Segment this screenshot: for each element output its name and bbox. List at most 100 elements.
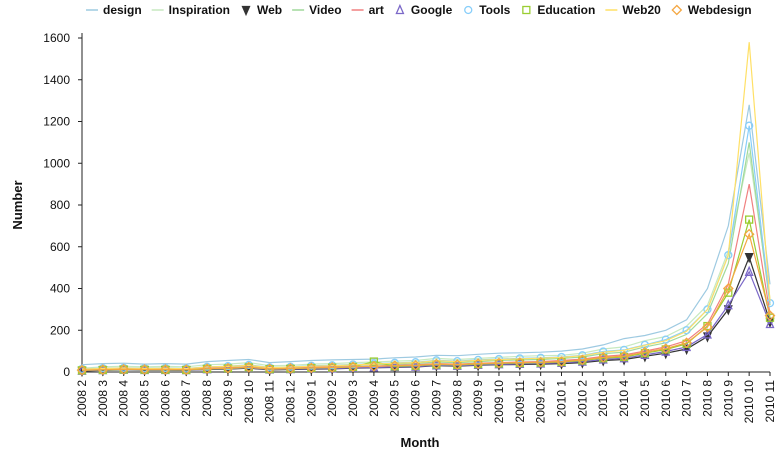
data-point-webdesign [472, 358, 484, 370]
legend-swatch [395, 3, 405, 15]
x-tick-label: 2009 7 [429, 380, 443, 417]
legend-label: design [103, 3, 142, 17]
data-point-webdesign [243, 361, 255, 373]
series-web20 [81, 42, 771, 370]
data-point-webdesign [159, 364, 171, 375]
x-tick-label: 2008 6 [158, 380, 172, 417]
legend-label: Google [411, 3, 453, 17]
y-axis-title: Number [10, 180, 25, 229]
series-layer [76, 42, 776, 378]
data-point-webdesign [389, 360, 401, 372]
x-tick-label: 2010 11 [763, 380, 777, 423]
data-point-webdesign [118, 363, 130, 375]
legend-label: Education [537, 3, 595, 17]
x-tick-label: 2009 2 [325, 380, 339, 417]
x-axis: 2008 2 2008 3 2008 4 2008 5 2008 6 2008 7 2008… [75, 371, 777, 424]
data-point-education [745, 215, 754, 224]
data-point-webdesign [722, 283, 734, 294]
data-point-webdesign [493, 357, 505, 369]
data-point-webdesign [180, 364, 192, 376]
x-tick-label: 2008 9 [221, 380, 235, 417]
legend-item-education: Education [522, 3, 595, 17]
x-tick-label: 2008 10 [242, 380, 256, 424]
data-point-webdesign [556, 356, 567, 367]
data-point-webdesign [639, 346, 651, 358]
series-line-tools [81, 125, 771, 370]
x-tick-label: 2010 8 [700, 380, 714, 417]
y-axis: 0 200 400 600 800 1000 1200 1400 1600 [43, 31, 83, 379]
data-point-webdesign [368, 360, 380, 372]
x-tick-label: 2009 6 [409, 380, 423, 417]
x-tick-label: 2009 12 [534, 380, 548, 424]
data-point-webdesign [410, 359, 421, 371]
x-tick-label: 2009 1 [304, 380, 318, 417]
x-tick-label: 2008 5 [138, 380, 152, 417]
legend-item-web20: Web20 [605, 3, 661, 17]
x-tick-label: 2009 8 [450, 380, 464, 417]
data-point-tools [703, 305, 712, 314]
data-point-education [369, 357, 379, 366]
y-tick-label: 800 [50, 198, 70, 212]
legend-swatch [522, 5, 531, 15]
legend-label: Tools [479, 3, 510, 17]
x-tick-label: 2009 3 [346, 380, 360, 417]
data-point-webdesign [576, 354, 588, 366]
series-line-web20 [81, 42, 771, 370]
x-tick-label: 2008 8 [200, 380, 214, 417]
series-google [77, 265, 775, 375]
legend-label: Video [309, 3, 341, 17]
x-tick-label: 2010 4 [617, 380, 631, 417]
data-point-webdesign [660, 343, 672, 355]
series-inspiration [81, 152, 771, 369]
legend-label: Inspiration [169, 3, 230, 17]
x-tick-label: 2010 5 [638, 380, 652, 417]
legend-item-webdesign: Webdesign [671, 3, 752, 17]
data-point-webdesign [618, 350, 630, 362]
data-point-google [744, 265, 754, 276]
x-tick-label: 2008 7 [179, 380, 193, 417]
x-tick-label: 2009 5 [388, 380, 402, 417]
legend-item-tools: Tools [464, 3, 511, 17]
series-design [81, 104, 771, 366]
x-tick-label: 2008 3 [96, 380, 110, 417]
data-point-webdesign [514, 357, 526, 369]
series-webdesign [76, 228, 776, 376]
y-tick-label: 0 [63, 365, 70, 379]
legend-label: Webdesign [688, 3, 752, 17]
series-web [77, 253, 775, 378]
x-tick-label: 2008 11 [263, 380, 277, 423]
data-point-google [723, 299, 733, 310]
data-point-webdesign [326, 361, 338, 373]
data-point-webdesign [347, 361, 359, 373]
y-tick-label: 1000 [43, 156, 70, 170]
x-tick-label: 2010 9 [721, 380, 735, 417]
data-point-webdesign [76, 364, 88, 376]
data-point-tools [745, 121, 754, 130]
series-line-inspiration [81, 152, 771, 369]
data-point-webdesign [451, 359, 463, 370]
data-point-webdesign [222, 362, 234, 374]
y-tick-label: 200 [50, 323, 70, 337]
x-tick-label: 2008 2 [75, 380, 89, 417]
data-point-webdesign [535, 356, 547, 368]
x-tick-label: 2010 6 [659, 380, 673, 417]
legend-item-google: Google [395, 3, 453, 17]
x-tick-label: 2009 4 [367, 380, 381, 417]
data-point-google [682, 340, 692, 352]
y-tick-label: 1600 [43, 31, 70, 45]
y-tick-label: 600 [50, 240, 70, 254]
data-point-webdesign [139, 364, 150, 375]
y-tick-label: 400 [50, 282, 70, 296]
data-point-webdesign [681, 337, 693, 349]
x-tick-label: 2010 2 [575, 380, 589, 417]
legend-item-inspiration: Inspiration [151, 3, 230, 17]
data-point-webdesign [201, 363, 213, 375]
data-point-google [619, 352, 629, 363]
legend: design Inspiration Web Video art Google Tools E… [86, 3, 752, 17]
legend-item-design: design [86, 3, 142, 17]
data-point-webdesign [285, 363, 296, 374]
data-point-webdesign [431, 358, 442, 370]
legend-swatch [671, 4, 683, 16]
y-tick-label: 1200 [43, 115, 70, 129]
